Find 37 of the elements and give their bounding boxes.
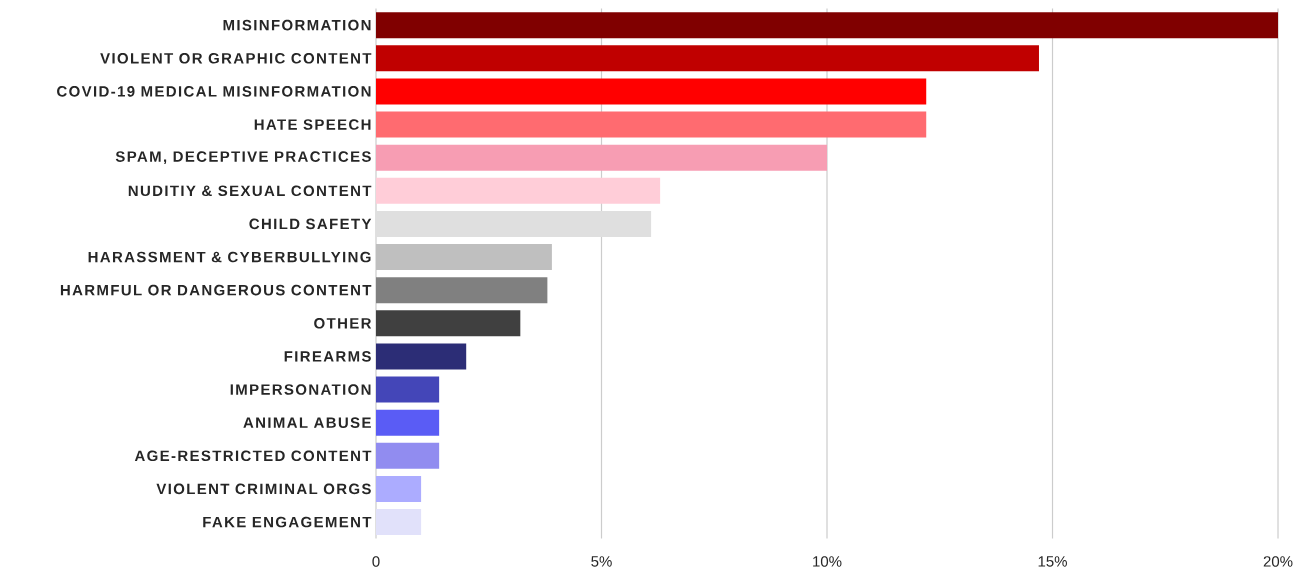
bar (376, 144, 828, 171)
bar (376, 509, 422, 536)
y-tick-label: FIREARMS (284, 351, 371, 362)
bar (376, 177, 661, 204)
bar (376, 376, 440, 403)
y-tick-label: VIOLENT OR GRAPHIC CONTENT (100, 52, 372, 64)
y-tick-label: HARMFUL OR DANGEROUS CONTENT (60, 284, 372, 296)
y-tick-label: VIOLENT CRIMINAL ORGS (156, 483, 371, 495)
y-tick-label: HARASSMENT & CYBERBULLYING (88, 251, 371, 263)
y-tick-label: MISINFORMATION (223, 19, 371, 31)
x-tick-label: 10% (813, 556, 842, 567)
bar (376, 277, 548, 304)
y-tick-label: OTHER (314, 317, 372, 329)
y-tick-label: HATE SPEECH (254, 119, 371, 130)
x-tick-label: 20% (1263, 556, 1293, 567)
bar (376, 210, 652, 237)
bar (376, 45, 1039, 72)
bar (376, 244, 552, 271)
y-tick-label: SPAM, DECEPTIVE PRACTICES (115, 151, 371, 165)
y-tick-label: IMPERSONATION (230, 384, 371, 395)
y-tick-label: NUDITIY & SEXUAL CONTENT (128, 185, 372, 197)
bar (376, 111, 927, 138)
y-tick-label: FAKE ENGAGEMENT (203, 516, 372, 528)
y-tick-label: COVID-19 MEDICAL MISINFORMATION (57, 86, 371, 97)
bar (376, 78, 927, 105)
y-tick-label: CHILD SAFETY (249, 218, 372, 230)
bar (376, 475, 422, 502)
y-tick-label: ANIMAL ABUSE (243, 417, 371, 428)
y-tick-label: AGE-RESTRICTED CONTENT (134, 450, 372, 462)
bar (376, 442, 440, 469)
bar (376, 409, 440, 436)
x-tick-label: 0 (372, 556, 380, 567)
x-tick-label: 5% (591, 556, 612, 567)
bar (376, 343, 467, 370)
bar (376, 310, 521, 337)
bar (376, 12, 1279, 39)
x-tick-label: 15% (1038, 556, 1067, 567)
